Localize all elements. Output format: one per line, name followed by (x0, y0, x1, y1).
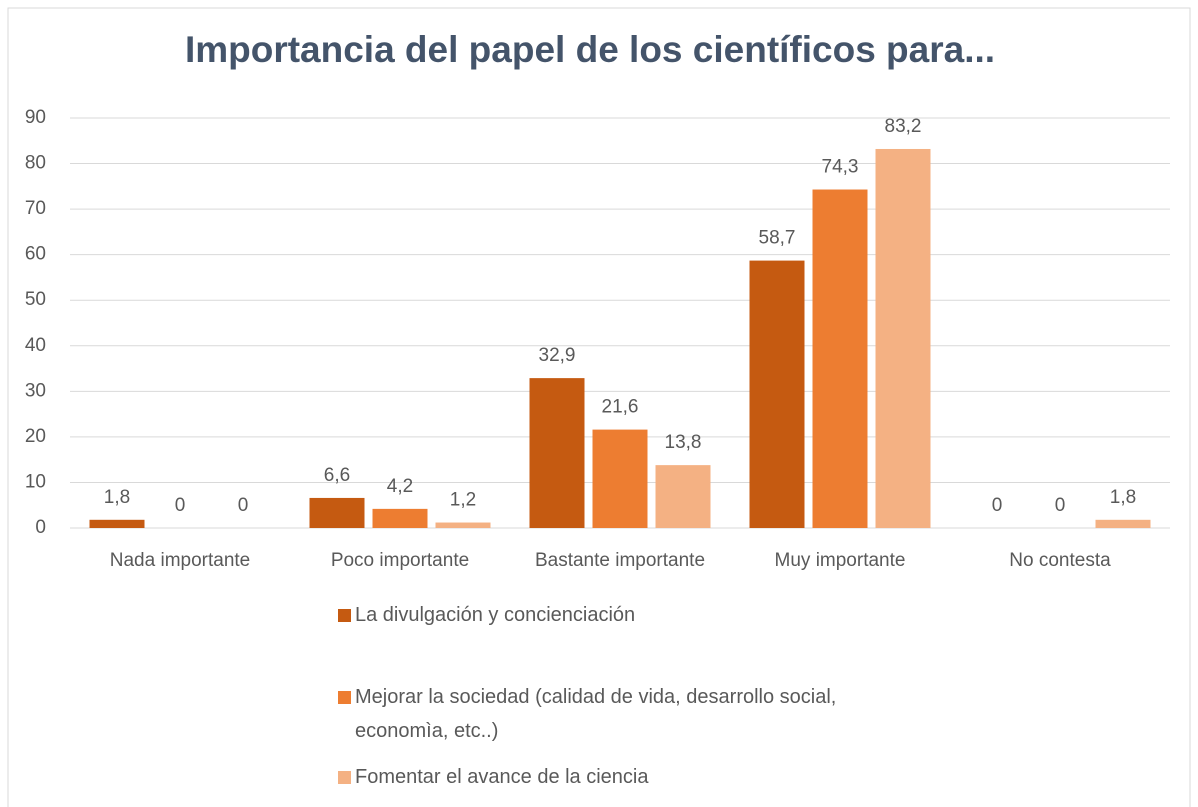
y-tick-label: 20 (25, 426, 46, 447)
y-tick-label: 30 (25, 380, 46, 401)
bar (435, 522, 491, 528)
data-label: 4,2 (387, 476, 413, 497)
bar (592, 429, 648, 528)
data-label: 83,2 (885, 116, 922, 137)
data-label: 32,9 (539, 345, 576, 366)
y-tick-label: 40 (25, 335, 46, 356)
x-tick-label: No contesta (1009, 550, 1111, 571)
data-label: 1,2 (450, 490, 476, 511)
data-label: 0 (175, 495, 186, 516)
bar (1095, 519, 1151, 528)
data-label: 58,7 (759, 228, 796, 249)
legend-item: Fomentar el avance de la ciencia (338, 760, 898, 794)
x-tick-label: Bastante importante (535, 550, 705, 571)
x-tick-label: Nada importante (110, 550, 250, 571)
data-label: 1,8 (104, 487, 130, 508)
data-label: 0 (1055, 495, 1066, 516)
data-label: 21,6 (602, 397, 639, 418)
bar (749, 260, 805, 528)
bar (372, 508, 428, 528)
bar (655, 465, 711, 528)
chart-border (7, 7, 1191, 807)
y-tick-label: 0 (35, 517, 46, 538)
y-tick-label: 70 (25, 198, 46, 219)
bar (529, 378, 585, 528)
y-tick-label: 80 (25, 153, 46, 174)
data-label: 1,8 (1110, 487, 1136, 508)
legend-label: Mejorar la sociedad (calidad de vida, de… (355, 686, 837, 742)
bar (875, 148, 931, 528)
legend-item: Mejorar la sociedad (calidad de vida, de… (338, 680, 898, 748)
bar (812, 189, 868, 528)
data-label: 0 (992, 495, 1003, 516)
legend-swatch (338, 771, 351, 784)
legend-swatch (338, 691, 351, 704)
bar (89, 519, 145, 528)
chart-title: Importancia del papel de los científicos… (185, 29, 995, 70)
data-label: 6,6 (324, 465, 350, 486)
bar (309, 497, 365, 528)
x-tick-label: Poco importante (331, 550, 469, 571)
x-tick-label: Muy importante (775, 550, 906, 571)
y-tick-label: 60 (25, 244, 46, 265)
data-label: 0 (238, 495, 249, 516)
data-label: 13,8 (665, 432, 702, 453)
legend-swatch (338, 609, 351, 622)
legend-label: La divulgación y concienciación (355, 604, 636, 626)
y-tick-label: 10 (25, 471, 46, 492)
data-label: 74,3 (822, 157, 859, 178)
y-tick-label: 50 (25, 289, 46, 310)
y-tick-label: 90 (25, 107, 46, 128)
legend-label: Fomentar el avance de la ciencia (355, 766, 649, 788)
legend-item: La divulgación y concienciación (338, 598, 898, 632)
